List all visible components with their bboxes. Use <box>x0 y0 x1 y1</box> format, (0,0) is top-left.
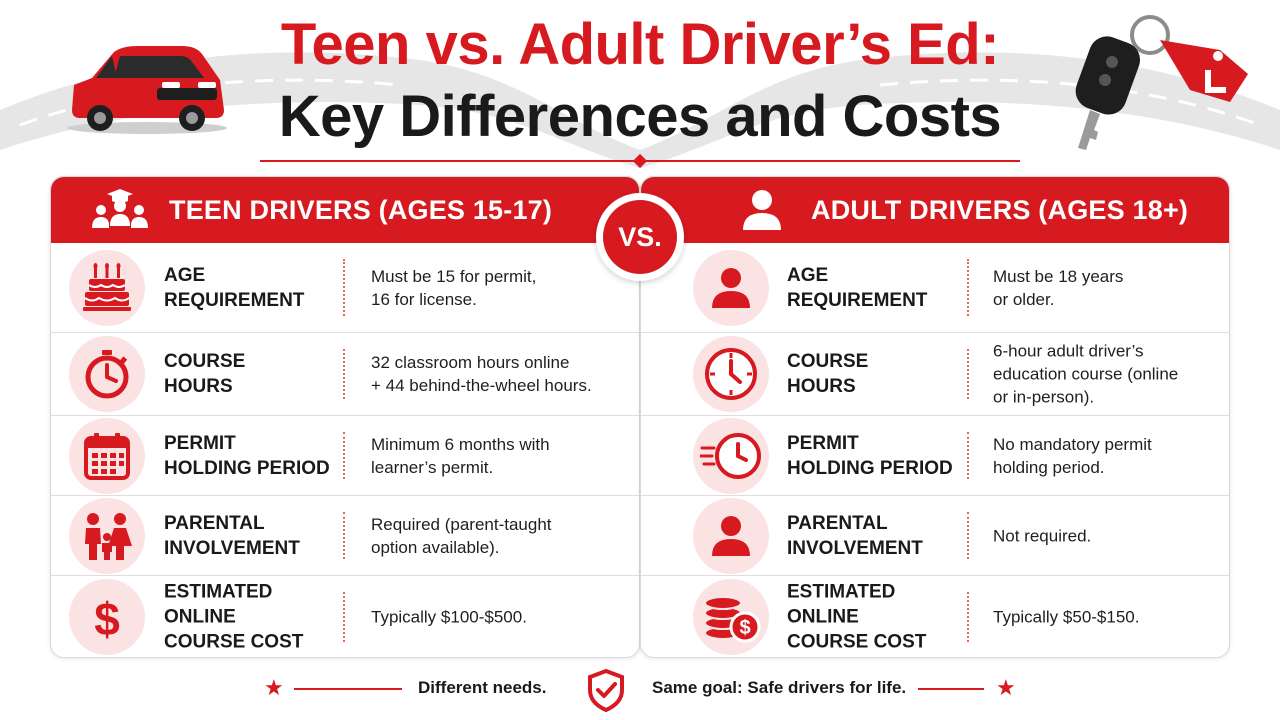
teen-cost-value: Typically $100-$500. <box>371 607 527 627</box>
fast-clock-icon <box>693 417 769 494</box>
red-car-icon <box>67 46 227 134</box>
footer-right-text: Same goal: Safe drivers for life. <box>652 678 907 697</box>
adult-row-parental: PARENTAL INVOLVEMENT Not required. <box>641 495 1229 575</box>
birthday-cake-icon <box>69 249 145 326</box>
adult-cost-value: Typically $50-$150. <box>993 607 1140 627</box>
adult-row-cost: $ ESTIMATED ONLINE COURSE COST Typically … <box>641 575 1229 657</box>
footer-line-right <box>918 688 984 690</box>
footer-tagline: ★ Different needs. Same goal: Safe drive… <box>0 668 1280 712</box>
calendar-icon <box>69 417 145 494</box>
row-divider <box>343 259 345 316</box>
teen-cost-label: ESTIMATED ONLINE COURSE COST <box>164 581 304 653</box>
teen-course-hours-value: 32 classroom hours online + 44 behind-the… <box>371 353 592 395</box>
adult-parental-label: PARENTAL INVOLVEMENT <box>787 512 923 559</box>
person-icon <box>693 497 769 574</box>
svg-text:$: $ <box>94 593 120 643</box>
row-divider <box>967 592 969 642</box>
dollar-icon: $ <box>69 579 145 655</box>
teen-row-course-hours: COURSE HOURS 32 classroom hours online + 4… <box>51 332 639 415</box>
clock-icon <box>693 336 769 412</box>
teen-parental-label: PARENTAL INVOLVEMENT <box>164 512 300 559</box>
adult-row-course-hours: COURSE HOURS 6-hour adult driver’s educati… <box>641 332 1229 415</box>
coins-dollar-icon: $ <box>693 579 769 655</box>
row-divider <box>343 512 345 559</box>
teen-panel-header: TEEN DRIVERS (AGES 15-17) <box>51 177 639 243</box>
row-divider <box>967 512 969 559</box>
row-divider <box>343 349 345 399</box>
page-title-line2: Key Differences and Costs <box>278 84 1002 149</box>
adult-course-hours-value: 6-hour adult driver’s education course (o… <box>993 341 1179 407</box>
row-divider <box>967 349 969 399</box>
adult-course-hours-label: COURSE HOURS <box>787 351 869 397</box>
teen-row-cost: $ ESTIMATED ONLINE COURSE COST Typically … <box>51 575 639 657</box>
teen-age-value: Must be 15 for permit, 16 for license. <box>371 266 537 309</box>
person-icon <box>693 249 769 326</box>
teen-permit-value: Minimum 6 months with learner’s permit. <box>371 434 550 477</box>
stopwatch-icon <box>69 336 145 412</box>
vs-label: VS. <box>603 200 677 274</box>
page-title-line1: Teen vs. Adult Driver’s Ed: <box>280 12 1000 77</box>
teen-parental-value: Required (parent-taught option available)… <box>371 514 552 557</box>
teen-course-hours-label: COURSE HOURS <box>164 351 246 397</box>
footer-line-left <box>294 688 402 690</box>
svg-text:$: $ <box>739 617 750 639</box>
adult-panel-title: ADULT DRIVERS (AGES 18+) <box>811 194 1189 225</box>
shield-check-icon <box>588 668 624 712</box>
teen-row-parental: PARENTAL INVOLVEMENT Required (parent-tau… <box>51 495 639 575</box>
adult-parental-value: Not required. <box>993 526 1092 545</box>
vs-badge: VS. <box>596 193 684 281</box>
adult-age-value: Must be 18 years or older. <box>993 266 1124 309</box>
row-divider <box>967 432 969 479</box>
adult-panel-header: ADULT DRIVERS (AGES 18+) <box>641 177 1229 243</box>
adult-row-permit-holding: PERMIT HOLDING PERIOD No mandatory permit… <box>641 415 1229 495</box>
car-key-tag-icon <box>1075 15 1248 150</box>
row-divider <box>967 259 969 316</box>
adult-cost-label: ESTIMATED ONLINE COURSE COST <box>787 581 927 653</box>
row-divider <box>343 592 345 642</box>
row-divider <box>343 432 345 479</box>
footer-left-text: Different needs. <box>418 678 547 697</box>
adult-drivers-panel: ADULT DRIVERS (AGES 18+) AGE REQUIREMENT … <box>640 176 1230 658</box>
teen-drivers-panel: TEEN DRIVERS (AGES 15-17) AGE REQUIREMENT… <box>50 176 640 658</box>
adult-permit-value: No mandatory permit holding period. <box>993 434 1152 477</box>
adult-permit-label: PERMIT HOLDING PERIOD <box>787 432 953 479</box>
teen-row-age-requirement: AGE REQUIREMENT Must be 15 for permit, 16 … <box>51 243 639 332</box>
teen-age-label: AGE REQUIREMENT <box>164 264 305 311</box>
graduation-family-icon <box>91 188 149 232</box>
teen-row-permit-holding: PERMIT HOLDING PERIOD Minimum 6 months wi… <box>51 415 639 495</box>
person-icon <box>733 188 791 232</box>
teen-panel-title: TEEN DRIVERS (AGES 15-17) <box>169 194 553 225</box>
adult-row-age-requirement: AGE REQUIREMENT Must be 18 years or older. <box>641 243 1229 332</box>
star-icon: ★ <box>264 675 284 700</box>
family-icon <box>69 497 145 574</box>
adult-age-label: AGE REQUIREMENT <box>787 264 928 311</box>
star-icon: ★ <box>996 675 1016 700</box>
teen-permit-label: PERMIT HOLDING PERIOD <box>164 432 330 479</box>
